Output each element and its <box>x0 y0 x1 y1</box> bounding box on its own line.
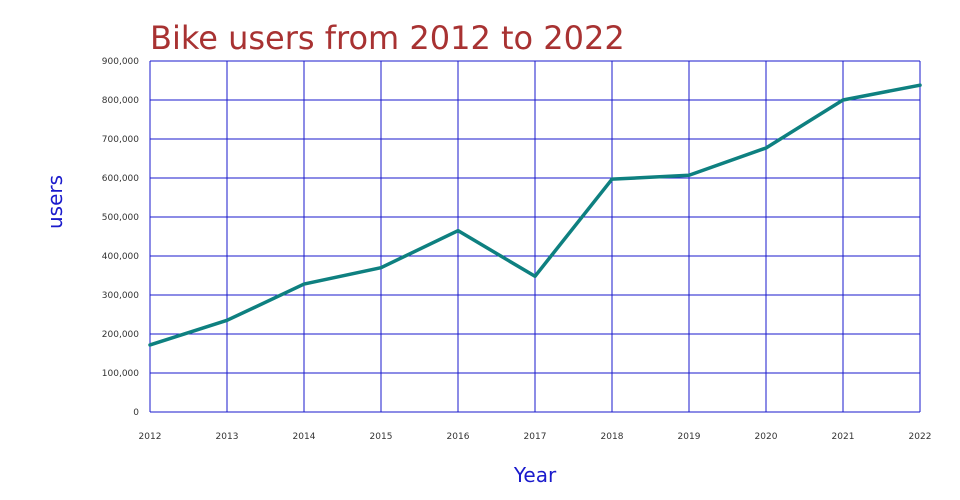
y-tick-label: 400,000 <box>102 252 139 262</box>
x-axis-label: Year <box>513 463 557 487</box>
x-tick-label: 2020 <box>755 432 778 442</box>
chart-title: Bike users from 2012 to 2022 <box>150 19 625 57</box>
grid <box>149 60 921 413</box>
y-tick-label: 200,000 <box>102 330 139 340</box>
x-tick-label: 2014 <box>293 432 316 442</box>
data-point <box>841 98 845 102</box>
data-point <box>687 173 691 177</box>
y-tick-label: 0 <box>133 408 139 418</box>
x-tick-label: 2016 <box>447 432 470 442</box>
x-tick-label: 2017 <box>524 432 547 442</box>
data-point <box>148 343 152 347</box>
data-point <box>918 83 922 87</box>
data-point <box>225 318 229 322</box>
data-point <box>610 177 614 181</box>
x-tick-label: 2013 <box>216 432 239 442</box>
y-axis-ticks: 0 100,000 200,000 300,000 400,000 500,000 600,… <box>102 57 139 418</box>
y-tick-label: 600,000 <box>102 174 139 184</box>
y-tick-label: 700,000 <box>102 135 139 145</box>
data-point <box>456 229 460 233</box>
data-point <box>379 266 383 270</box>
x-tick-label: 2021 <box>832 432 855 442</box>
series-group <box>148 83 922 347</box>
x-tick-label: 2015 <box>370 432 393 442</box>
x-axis-ticks: 2012 2013 2014 2015 2016 2017 2018 2019 2020 2021… <box>139 432 932 442</box>
data-point <box>764 146 768 150</box>
data-point <box>533 274 537 278</box>
x-tick-label: 2018 <box>601 432 624 442</box>
y-axis-label: users <box>43 175 67 229</box>
x-tick-label: 2019 <box>678 432 701 442</box>
data-point <box>302 282 306 286</box>
y-tick-label: 800,000 <box>102 96 139 106</box>
y-tick-label: 500,000 <box>102 213 139 223</box>
y-tick-label: 100,000 <box>102 369 139 379</box>
y-tick-label: 900,000 <box>102 57 139 67</box>
y-tick-label: 300,000 <box>102 291 139 301</box>
x-tick-label: 2012 <box>139 432 162 442</box>
x-tick-label: 2022 <box>909 432 932 442</box>
